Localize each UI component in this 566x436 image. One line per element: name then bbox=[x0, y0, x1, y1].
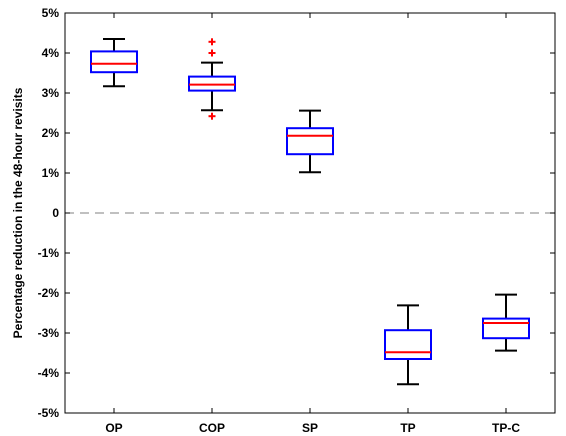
y-axis-ticks: -5% -4% -3% -2% -1% 0 1% 2% 3% 4% 5% bbox=[38, 6, 555, 420]
y-tick-label: -4% bbox=[38, 366, 60, 380]
y-tick-label: -2% bbox=[38, 286, 60, 300]
box-layer bbox=[90, 38, 530, 386]
box-sp bbox=[286, 109, 334, 174]
y-axis-title: Percentage reduction in the 48-hour revi… bbox=[11, 87, 25, 338]
y-tick-label: -1% bbox=[38, 246, 60, 260]
y-tick-label: 2% bbox=[42, 126, 60, 140]
box-tp-c bbox=[482, 293, 530, 352]
x-axis-ticks: OP COP SP TP TP-C bbox=[105, 13, 520, 435]
y-tick-label: 5% bbox=[42, 6, 60, 20]
box-cop bbox=[188, 38, 236, 120]
y-tick-label: 0 bbox=[52, 206, 59, 220]
x-tick-label: COP bbox=[199, 421, 225, 435]
outlier-marker bbox=[208, 38, 216, 46]
x-tick-label: TP-C bbox=[492, 421, 520, 435]
y-tick-label: -3% bbox=[38, 326, 60, 340]
box-tp bbox=[384, 304, 432, 386]
iqr-box bbox=[482, 317, 530, 340]
y-tick-label: 4% bbox=[42, 46, 60, 60]
iqr-box bbox=[90, 50, 138, 74]
x-tick-label: OP bbox=[105, 421, 122, 435]
outlier-marker bbox=[208, 49, 216, 57]
outlier-marker bbox=[208, 112, 216, 120]
x-tick-label: SP bbox=[302, 421, 318, 435]
iqr-box bbox=[384, 329, 432, 361]
y-tick-label: -5% bbox=[38, 406, 60, 420]
y-tick-label: 3% bbox=[42, 86, 60, 100]
y-tick-label: 1% bbox=[42, 166, 60, 180]
x-tick-label: TP bbox=[400, 421, 415, 435]
iqr-box bbox=[286, 127, 334, 156]
box-op bbox=[90, 38, 138, 88]
